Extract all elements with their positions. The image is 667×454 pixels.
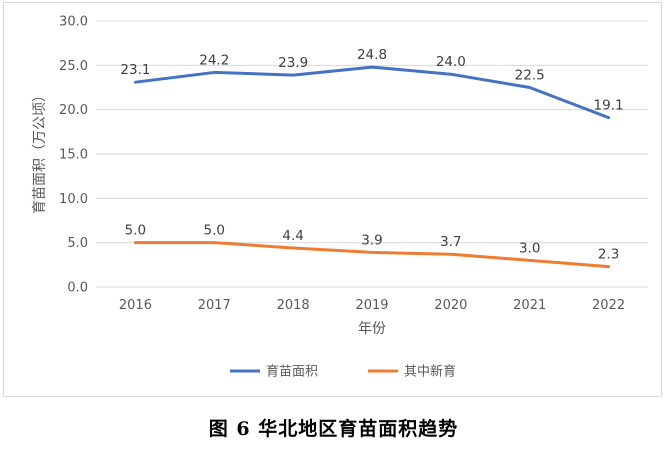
data-labels: 23.1 24.2 23.9 24.8 24.0 22.5 19.1 5.0 5.0 4.4 3.9… [120, 47, 623, 263]
x-tick-label: 2017 [198, 298, 231, 313]
data-label: 19.1 [594, 98, 624, 114]
x-tick-labels: 2016 2017 2018 2019 2020 2021 2022 [119, 298, 625, 313]
chart-frame: 0.0 5.0 10.0 15.0 20.0 25.0 30.0 2016 2017 2018 2… [3, 2, 662, 397]
y-axis-title: 育苗面积（万公顷） [32, 88, 48, 214]
legend-label: 其中新育 [404, 364, 456, 380]
data-label: 24.8 [357, 47, 387, 63]
legend: 育苗面积 其中新育 [230, 364, 456, 380]
x-tick-label: 2022 [592, 298, 625, 313]
data-label: 3.9 [361, 232, 382, 248]
data-label: 22.5 [515, 68, 545, 84]
data-label: 3.0 [519, 240, 540, 256]
y-tick-labels: 0.0 5.0 10.0 15.0 20.0 25.0 30.0 [59, 15, 88, 296]
data-label: 5.0 [204, 223, 225, 239]
y-tick-label: 30.0 [59, 15, 88, 30]
x-tick-label: 2020 [434, 298, 467, 313]
series-line-1 [133, 65, 611, 120]
figure-caption: 图 6 华北地区育苗面积趋势 [208, 418, 459, 440]
y-tick-label: 15.0 [59, 148, 88, 163]
data-label: 2.3 [598, 247, 619, 263]
line-chart: 0.05.010.015.020.025.030.0 2016 2017 2018 2… [32, 15, 648, 380]
data-label: 23.1 [120, 62, 150, 78]
data-label: 5.0 [125, 223, 146, 239]
y-tick-label: 25.0 [59, 59, 88, 74]
x-axis-title: 年份 [358, 321, 386, 337]
y-tick-label: 10.0 [59, 192, 88, 207]
y-tick-label: 20.0 [59, 103, 88, 118]
data-label: 3.7 [440, 234, 461, 250]
y-tick-label: 5.0 [67, 236, 88, 251]
x-tick-label: 2021 [513, 298, 546, 313]
data-label: 4.4 [282, 228, 303, 244]
y-tick-label: 0.0 [67, 281, 88, 296]
series-lines [133, 65, 611, 269]
data-label: 24.0 [436, 54, 466, 70]
legend-label: 育苗面积 [266, 364, 318, 380]
x-tick-label: 2018 [277, 298, 310, 313]
series-line-2 [133, 241, 611, 269]
x-tick-label: 2016 [119, 298, 152, 313]
x-tick-label: 2019 [355, 298, 388, 313]
data-label: 23.9 [278, 55, 308, 71]
data-label: 24.2 [199, 52, 229, 68]
